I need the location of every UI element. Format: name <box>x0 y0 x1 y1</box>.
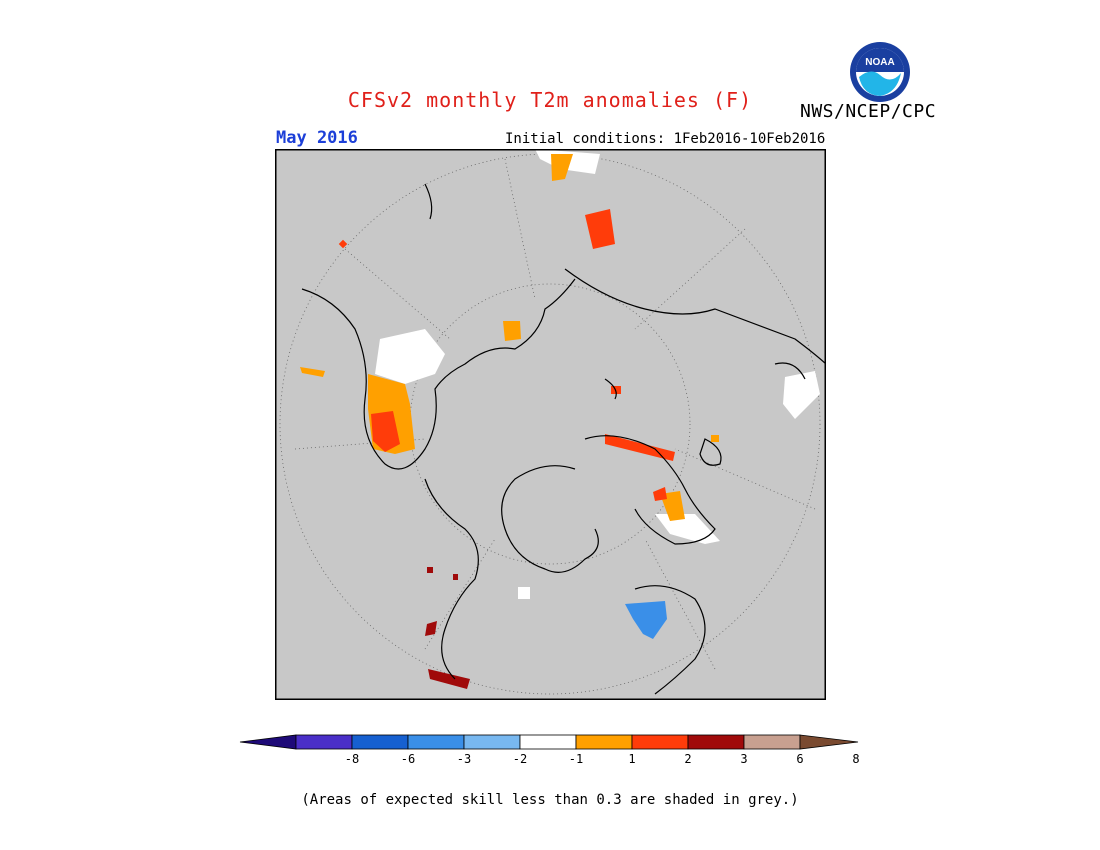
polar-map <box>275 149 826 700</box>
colorbar-tick-label: 6 <box>796 752 804 766</box>
agency-label: NWS/NCEP/CPC <box>800 101 937 122</box>
colorbar-tick-label: -8 <box>344 752 360 766</box>
map-background <box>275 149 826 700</box>
colorbar-tick-label: -3 <box>456 752 472 766</box>
colorbar-swatch <box>407 734 465 750</box>
colorbar-tick-label: 2 <box>684 752 692 766</box>
colorbar-tick-label: 1 <box>628 752 636 766</box>
colorbar-swatch <box>351 734 409 750</box>
colorbar-swatch <box>519 734 577 750</box>
colorbar-swatch <box>295 734 353 750</box>
colorbar-swatch <box>631 734 689 750</box>
colorbar-swatch <box>575 734 633 750</box>
target-month: May 2016 <box>276 128 358 148</box>
colorbar-tick-label: -1 <box>568 752 584 766</box>
skill-footnote: (Areas of expected skill less than 0.3 a… <box>301 792 799 808</box>
colorbar-tick-label: 3 <box>740 752 748 766</box>
coastlines <box>301 183 826 695</box>
colorbar-arrow-high <box>799 734 859 750</box>
colorbar-ticks: -8 -6 -3 -2 -1 1 2 3 6 8 <box>238 752 862 768</box>
initial-conditions: Initial conditions: 1Feb2016-10Feb2016 <box>505 131 826 147</box>
colorbar-tick-label: -2 <box>512 752 528 766</box>
colorbar-swatch <box>687 734 745 750</box>
anomaly-patches <box>300 149 820 689</box>
noaa-logo: NOAA <box>850 42 910 102</box>
colorbar-tick-label: -6 <box>400 752 416 766</box>
colorbar-arrow-low <box>239 734 297 750</box>
colorbar-swatch <box>743 734 801 750</box>
map-frame <box>275 149 826 700</box>
logo-text: NOAA <box>865 57 894 68</box>
map-title: CFSv2 monthly T2m anomalies (F) <box>347 88 753 112</box>
colorbar-tick-label: 8 <box>852 752 860 766</box>
colorbar <box>239 734 859 750</box>
colorbar-swatch <box>463 734 521 750</box>
